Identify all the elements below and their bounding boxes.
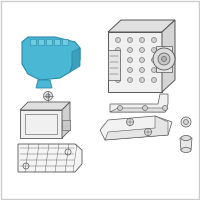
Ellipse shape xyxy=(181,148,191,152)
Polygon shape xyxy=(54,39,60,45)
Circle shape xyxy=(116,68,120,72)
Circle shape xyxy=(116,47,120,52)
Circle shape xyxy=(142,106,148,110)
Circle shape xyxy=(116,38,120,43)
Polygon shape xyxy=(18,144,82,172)
Circle shape xyxy=(140,58,144,62)
Polygon shape xyxy=(110,108,168,112)
Circle shape xyxy=(158,53,170,65)
Circle shape xyxy=(140,68,144,72)
Circle shape xyxy=(118,106,122,110)
Polygon shape xyxy=(110,94,168,112)
Polygon shape xyxy=(46,39,52,45)
Polygon shape xyxy=(162,20,175,92)
Circle shape xyxy=(128,47,132,52)
Polygon shape xyxy=(100,116,172,140)
Circle shape xyxy=(128,77,132,82)
Circle shape xyxy=(144,129,152,136)
Polygon shape xyxy=(30,39,36,45)
Circle shape xyxy=(128,68,132,72)
Polygon shape xyxy=(180,138,192,150)
Circle shape xyxy=(162,106,168,110)
Polygon shape xyxy=(62,120,70,130)
Circle shape xyxy=(140,77,144,82)
Circle shape xyxy=(152,68,156,72)
Polygon shape xyxy=(105,116,168,140)
Ellipse shape xyxy=(181,136,191,140)
Circle shape xyxy=(128,38,132,43)
Circle shape xyxy=(140,47,144,52)
Polygon shape xyxy=(108,32,162,92)
Polygon shape xyxy=(108,20,175,32)
Circle shape xyxy=(181,117,191,127)
Circle shape xyxy=(152,77,156,82)
Circle shape xyxy=(184,119,188,124)
Circle shape xyxy=(152,58,156,62)
Polygon shape xyxy=(36,80,52,88)
Polygon shape xyxy=(20,110,62,138)
Polygon shape xyxy=(62,39,68,45)
Polygon shape xyxy=(22,37,80,80)
Polygon shape xyxy=(70,48,80,72)
Circle shape xyxy=(46,94,50,98)
Circle shape xyxy=(128,58,132,62)
Circle shape xyxy=(116,58,120,62)
Circle shape xyxy=(44,92,52,100)
Polygon shape xyxy=(38,39,44,45)
Circle shape xyxy=(116,77,120,82)
Circle shape xyxy=(152,47,156,52)
Polygon shape xyxy=(20,102,70,110)
Circle shape xyxy=(127,118,134,126)
Polygon shape xyxy=(108,50,120,80)
Polygon shape xyxy=(62,102,70,138)
Circle shape xyxy=(162,56,166,62)
Circle shape xyxy=(140,38,144,43)
Circle shape xyxy=(152,38,156,43)
Polygon shape xyxy=(156,46,172,72)
Circle shape xyxy=(153,48,175,70)
